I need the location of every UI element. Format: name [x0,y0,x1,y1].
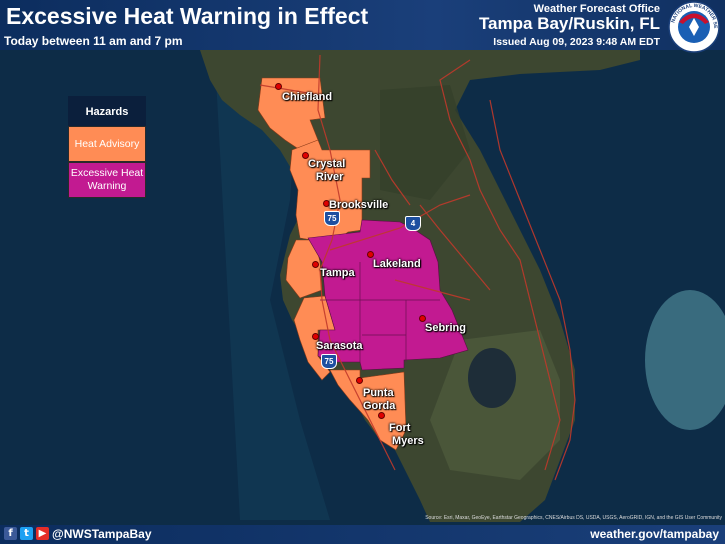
legend-heat-advisory: Heat Advisory [68,126,146,162]
city-label-chiefland: Chiefland [282,91,333,103]
city-dot-sarasota [312,333,319,340]
city-dot-punta-gorda [356,377,363,384]
map-credits: Source: Esri, Maxar, GeoEye, Earthstar G… [425,515,722,521]
hazards-legend: Hazards Heat Advisory Excessive Heat War… [68,96,146,198]
city-dot-crystal-river [302,152,309,159]
social-icons: f t ▶ [4,527,49,540]
legend-excessive-heat-warning: Excessive Heat Warning [68,162,146,198]
interstate-75-north-shield: 75 [324,211,340,226]
city-label-sarasota: Sarasota [316,340,363,352]
youtube-icon[interactable]: ▶ [36,527,49,540]
issued-time: Issued Aug 09, 2023 9:48 AM EDT [493,36,660,48]
city-label-fort-myers-line2: Myers [392,435,424,447]
city-label-crystal-river-line2: River [315,171,344,183]
office-label: Weather Forecast Office [533,3,660,15]
city-dot-lakeland [367,251,374,258]
city-label-crystal-river-line1: Crystal [308,158,346,170]
city-label-brooksville: Brooksville [329,199,389,211]
social-handle[interactable]: @NWSTampaBay [52,527,152,541]
lake-okeechobee [468,348,516,408]
interstate-75-south-shield: 75 [321,354,337,369]
legend-title: Hazards [85,106,129,118]
city-label-fort-myers: Fort Myers [389,422,424,448]
footer-bar: f t ▶ @NWSTampaBay weather.gov/tampabay [0,525,725,544]
map-title: Excessive Heat Warning in Effect [6,3,369,29]
city-dot-sebring [419,315,426,322]
city-label-punta-gorda-line2: Gorda [363,400,396,412]
city-dot-brooksville [323,200,330,207]
city-label-tampa: Tampa [320,267,355,279]
website-link[interactable]: weather.gov/tampabay [590,527,719,541]
interstate-4-shield: 4 [405,216,421,231]
nws-logo: NATIONAL WEATHER SERVICE [667,0,720,53]
city-label-fort-myers-line1: Fort [389,422,411,434]
city-label-punta-gorda: Punta Gorda [363,387,395,413]
city-label-punta-gorda-line1: Punta [363,387,394,399]
office-name: Tampa Bay/Ruskin, FL [478,14,660,33]
city-label-sebring: Sebring [425,322,466,334]
city-dot-tampa [312,261,319,268]
city-label-crystal-river: Crystal River [308,158,345,184]
city-label-lakeland: Lakeland [373,258,421,270]
time-window: Today between 11 am and 7 pm [4,34,183,48]
twitter-icon[interactable]: t [20,527,33,540]
city-dot-fort-myers [378,412,385,419]
header-bar: Excessive Heat Warning in Effect Today b… [0,0,725,53]
city-dot-chiefland [275,83,282,90]
facebook-icon[interactable]: f [4,527,17,540]
